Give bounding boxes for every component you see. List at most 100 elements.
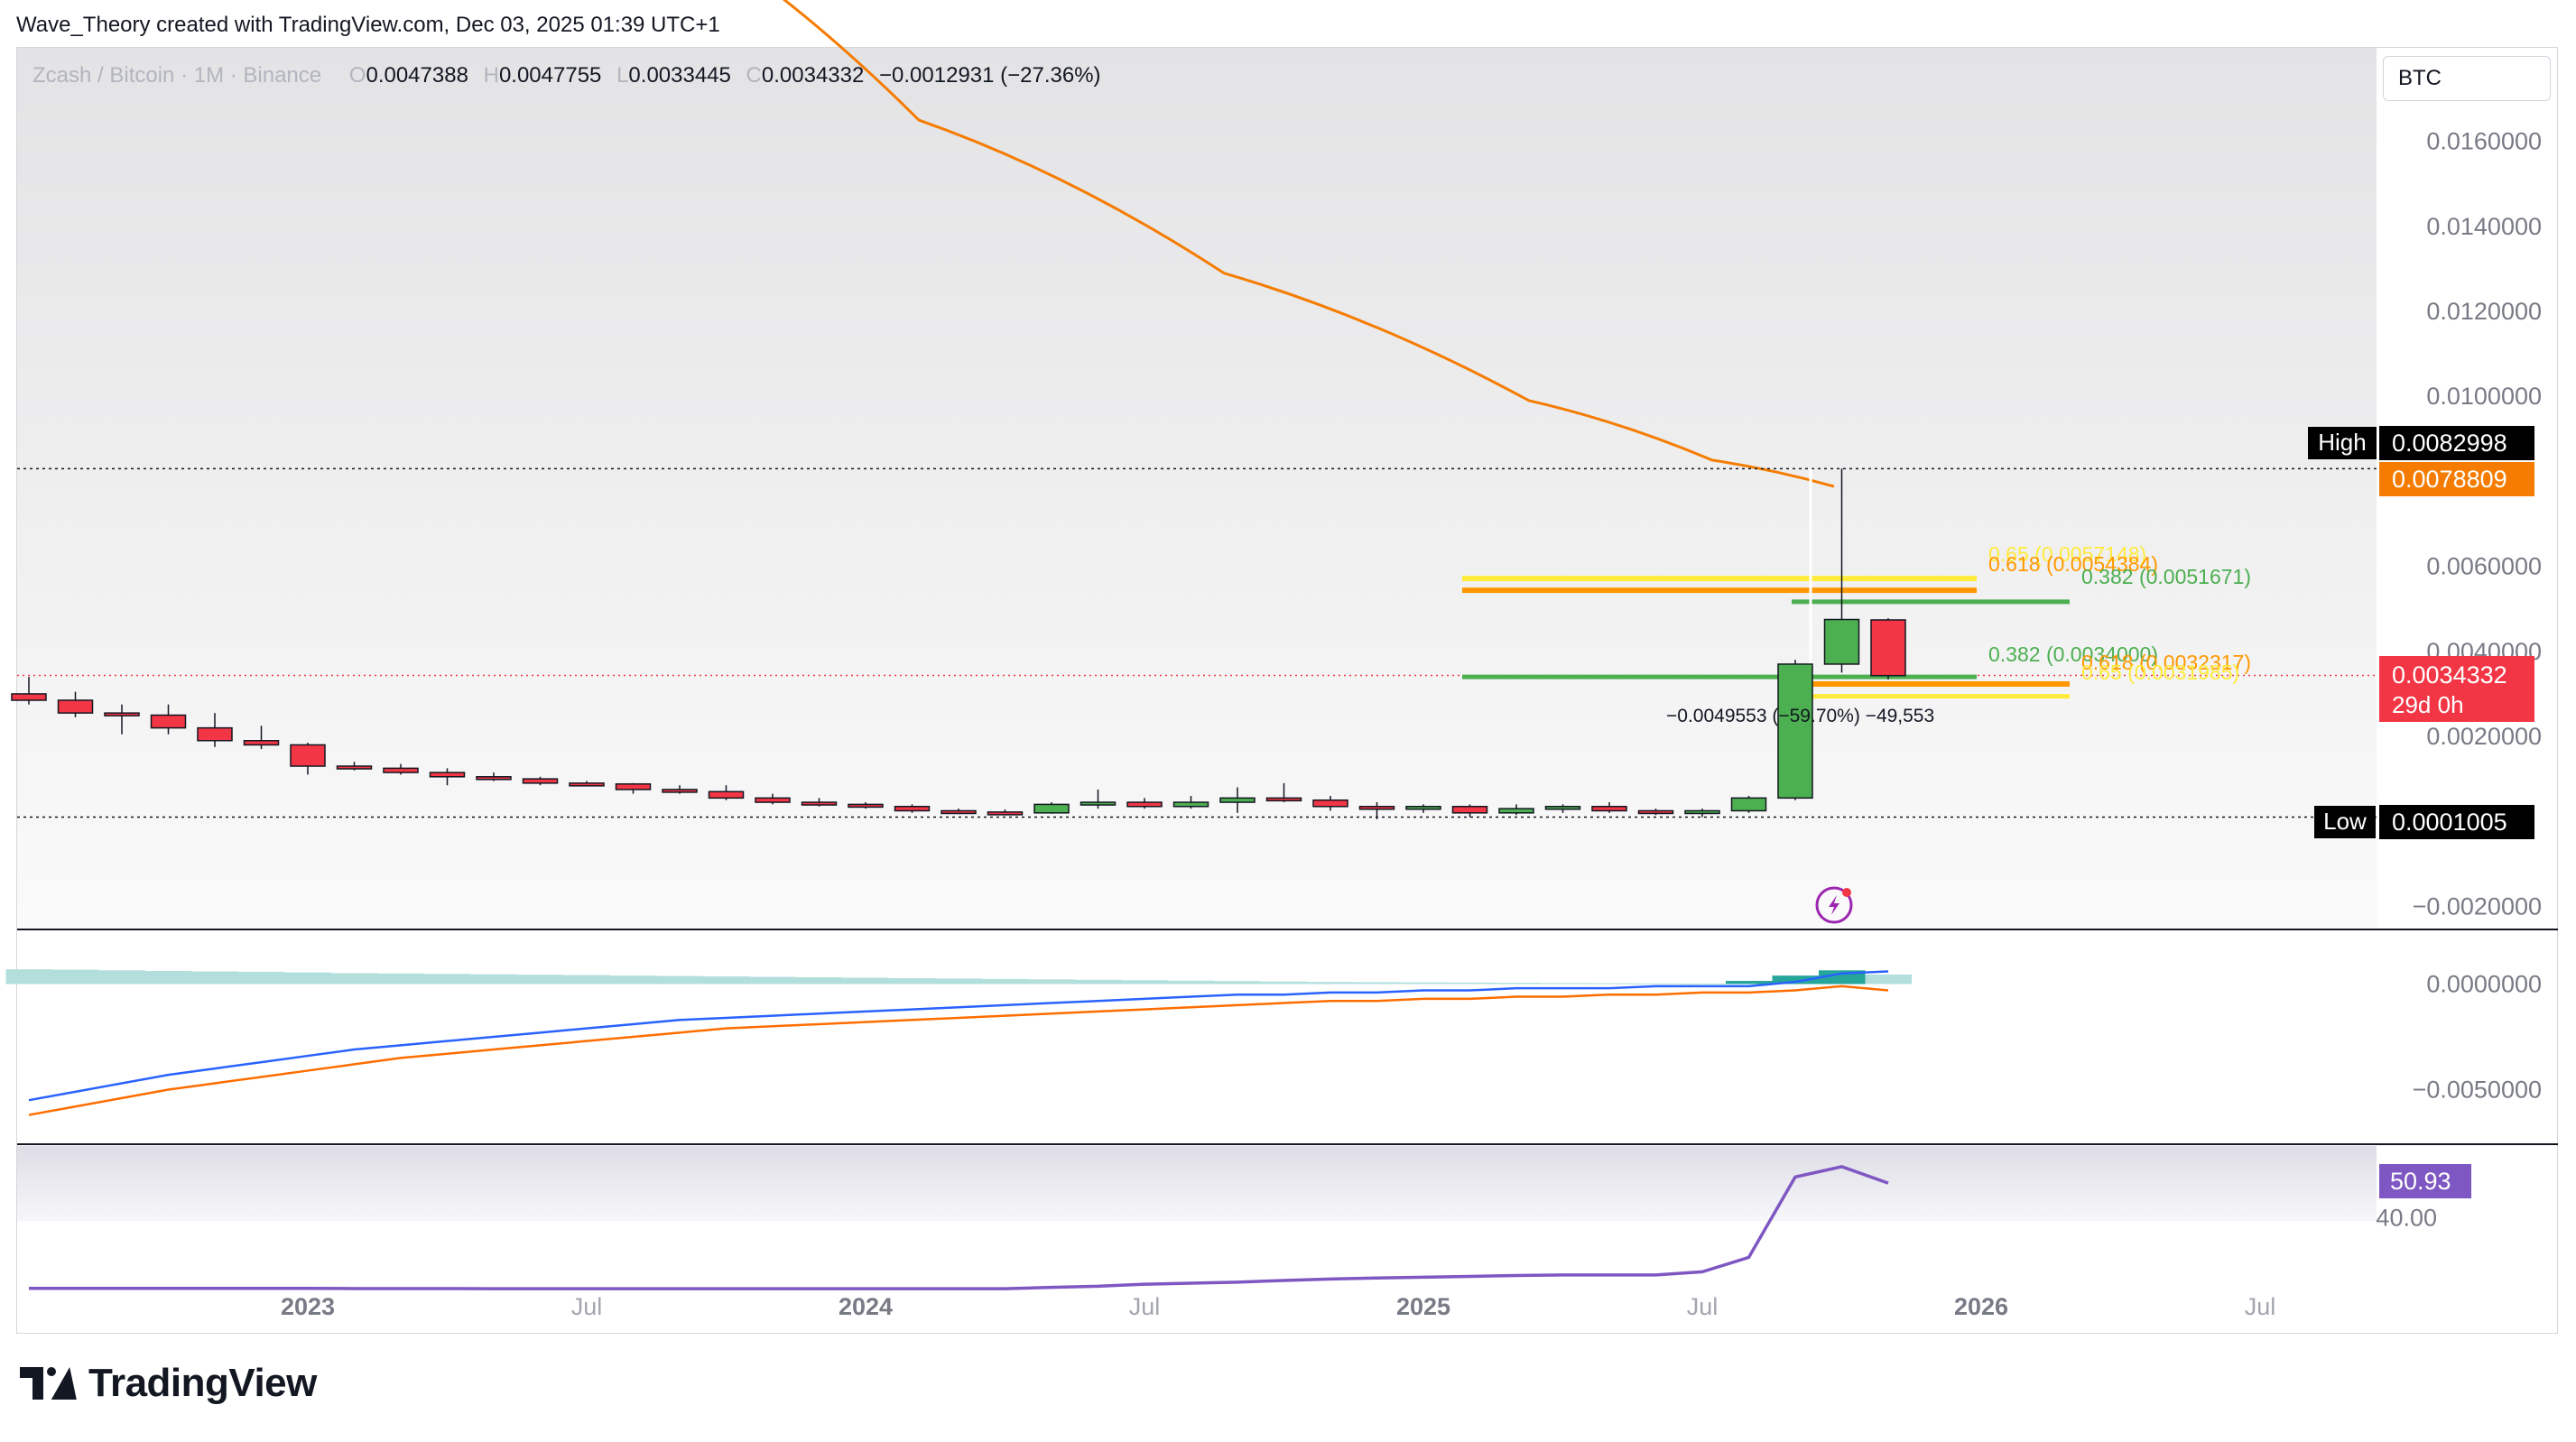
countdown-text: 29d 0h xyxy=(2392,691,2464,718)
candle-body xyxy=(383,767,419,773)
candle-body xyxy=(1405,806,1441,810)
candle-body xyxy=(941,809,977,815)
rsi-line xyxy=(29,1165,1889,1290)
candle-body xyxy=(476,776,512,781)
macd-histogram-bar xyxy=(610,975,657,984)
macd-histogram-bar xyxy=(563,975,610,984)
high-value-text: 0.0082998 xyxy=(2392,430,2507,457)
open-key: O xyxy=(348,63,366,88)
candle-body xyxy=(1265,797,1302,802)
alert-lightning-icon[interactable] xyxy=(1815,886,1853,924)
candle-body xyxy=(1498,808,1534,814)
macd-histogram-bar xyxy=(982,978,1029,984)
candle-body xyxy=(197,726,233,742)
macd-histogram-bar xyxy=(1447,982,1494,984)
change-value: −0.0012931 (−27.36%) xyxy=(879,63,1101,88)
high-value: 0.0047755 xyxy=(498,63,602,88)
fib-upper-065-label: 0.65 (0.0057148) xyxy=(1988,542,2146,566)
macd-histogram-bar xyxy=(1075,979,1122,984)
macd-histogram-bar xyxy=(52,969,99,984)
macd-histogram-bar xyxy=(5,969,52,984)
chart-credit: Wave_Theory created with TradingView.com… xyxy=(16,13,720,37)
candle-body xyxy=(662,789,698,793)
y-axis-tick-label: 0.0020000 xyxy=(2426,723,2542,750)
macd-histogram-bar xyxy=(98,970,145,984)
candle-body xyxy=(615,783,652,790)
rsi-value-marker: 50.93 xyxy=(2379,1164,2471,1198)
macd-axis-tick-label: 0.0000000 xyxy=(2426,971,2542,998)
candle-body xyxy=(336,765,373,770)
macd-histogram-bar xyxy=(1121,980,1168,984)
macd-histogram-bar xyxy=(1772,975,1819,984)
symbol-legend[interactable]: Zcash / Bitcoin · 1M · Binance O0.004738… xyxy=(32,63,1101,88)
symbol-name[interactable]: Zcash / Bitcoin · 1M · Binance xyxy=(32,63,322,88)
macd-histogram-bar xyxy=(842,977,889,984)
macd-histogram-bar xyxy=(1400,982,1447,984)
macd-histogram-bar xyxy=(470,974,517,984)
low-key: L xyxy=(616,63,629,88)
price-label-high: High xyxy=(2308,427,2377,459)
macd-histogram-bar xyxy=(377,973,424,984)
candle-body xyxy=(1033,803,1070,814)
candle-body xyxy=(1451,806,1488,814)
macd-line xyxy=(28,970,1889,1102)
currency-selector[interactable]: BTC xyxy=(2383,56,2551,101)
candle-body xyxy=(1126,801,1163,808)
y-axis-tick-label: 0.0120000 xyxy=(2426,298,2542,325)
candle-body xyxy=(429,772,466,778)
macd-histogram-bar xyxy=(935,978,982,984)
candle-body xyxy=(11,693,47,701)
last-value-text: 0.0034332 xyxy=(2392,661,2507,689)
macd-histogram-bar xyxy=(749,976,796,984)
candle-body xyxy=(987,811,1024,816)
candle-body xyxy=(522,778,559,784)
candle-body xyxy=(1870,619,1906,677)
macd-histogram-bar xyxy=(1261,981,1308,984)
x-axis-tick-label: Jul xyxy=(2245,1293,2276,1320)
macd-histogram-bar xyxy=(331,973,378,984)
y-axis-last-price-marker: 0.0034332 29d 0h xyxy=(2379,656,2534,722)
candle-body xyxy=(848,803,884,809)
rsi-pane-background xyxy=(17,1146,2377,1221)
candle-body xyxy=(1777,663,1813,800)
candle-body xyxy=(1823,618,1860,665)
fib-upper-0618-label: 0.618 (0.0054384) xyxy=(1988,552,2158,576)
x-axis-tick-label: 2024 xyxy=(839,1293,893,1320)
tradingview-wordmark: TradingView xyxy=(88,1361,317,1405)
macd-histogram-bar xyxy=(284,972,331,984)
measure-label: −0.0049553 (−59.70%) −49,553 xyxy=(1666,706,1934,726)
rsi-axis-tick-label: 40.00 xyxy=(2376,1205,2437,1232)
candle-body xyxy=(150,714,187,729)
tradingview-logo[interactable]: TradingView xyxy=(20,1361,317,1406)
macd-histogram-bar xyxy=(1493,983,1540,984)
macd-histogram-bar xyxy=(517,975,564,984)
ema-value-text: 0.0078809 xyxy=(2392,466,2507,493)
candle-body xyxy=(1591,806,1627,812)
close-key: C xyxy=(746,63,762,88)
low-value: 0.0033445 xyxy=(628,63,731,88)
x-axis-tick-label: 2026 xyxy=(1954,1293,2008,1320)
fib-lower-0382-label: 0.382 (0.0034000) xyxy=(1988,642,2158,666)
macd-histogram-bar xyxy=(703,976,750,984)
price-label-low: Low xyxy=(2314,806,2376,838)
candle-body xyxy=(755,797,791,803)
candle-body xyxy=(708,790,745,800)
macd-axis-tick-label: −0.0050000 xyxy=(2413,1077,2542,1104)
candle-body xyxy=(290,744,326,767)
candle-body xyxy=(243,740,280,746)
macd-histogram-bar xyxy=(656,975,703,984)
candle-body xyxy=(1080,801,1117,806)
macd-histogram-bar xyxy=(1865,974,1912,984)
candle-body xyxy=(1358,806,1395,810)
y-axis-tick-label: 0.0140000 xyxy=(2426,213,2542,240)
candle-body xyxy=(1312,799,1348,808)
x-axis-tick-label: Jul xyxy=(1687,1293,1719,1320)
rsi-value-text: 50.93 xyxy=(2390,1168,2451,1195)
y-axis-tick-label: 0.0100000 xyxy=(2426,383,2542,410)
fib-lower-0618-label: 0.618 (0.0032317) xyxy=(2081,651,2251,674)
macd-histogram-bar xyxy=(191,971,238,984)
macd-histogram-bar xyxy=(424,974,471,984)
high-key: H xyxy=(483,63,499,88)
x-axis-tick-label: 2023 xyxy=(281,1293,335,1320)
